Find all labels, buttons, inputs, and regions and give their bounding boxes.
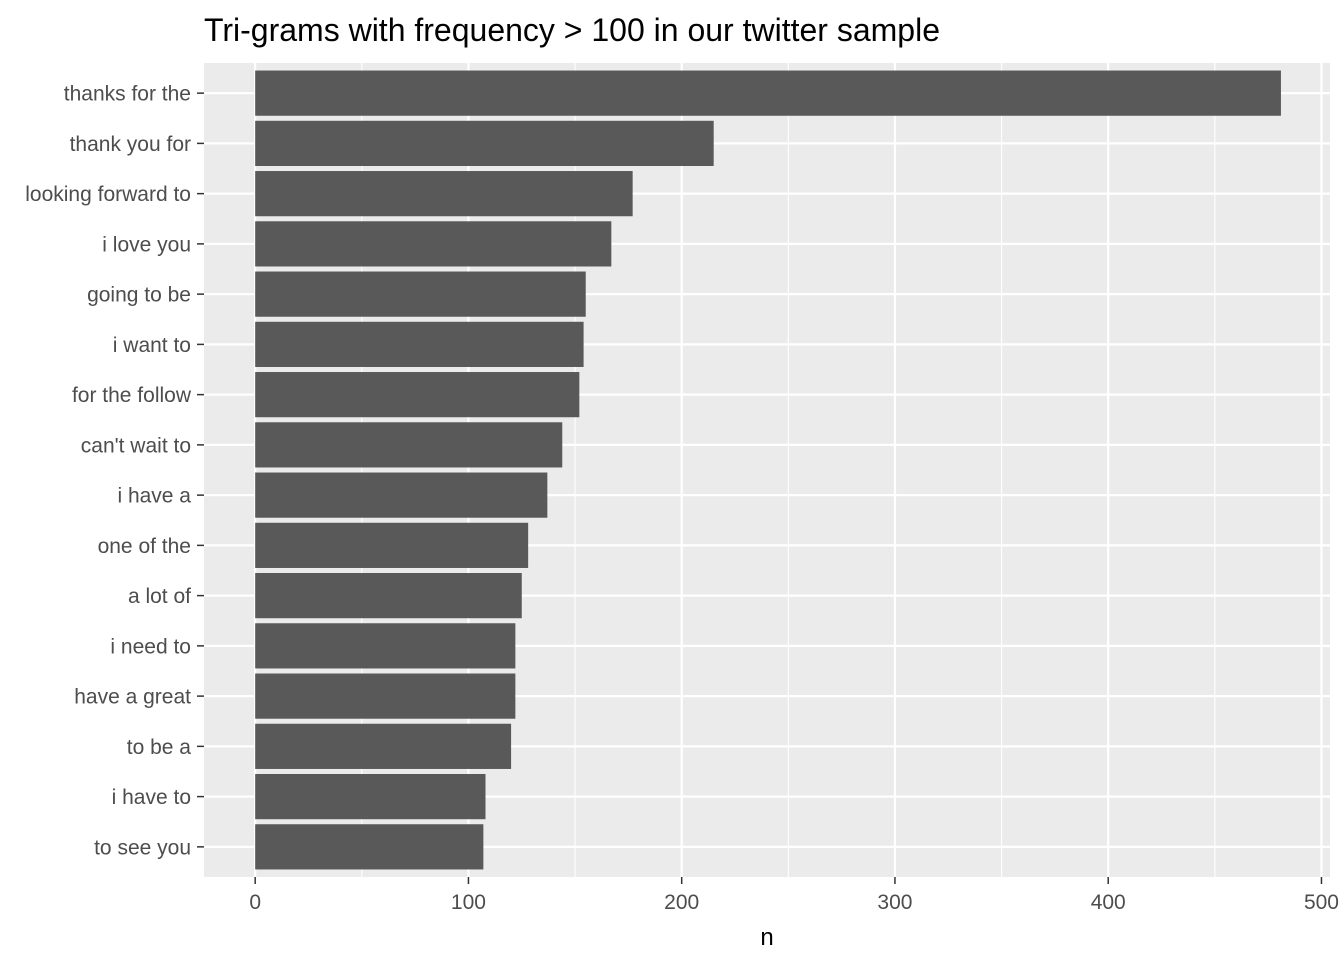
y-axis: thanks for the thank you for looking forwa…: [25, 83, 204, 859]
y-tick-label: can't wait to: [81, 434, 191, 457]
bar-a-lot-of: [255, 573, 522, 619]
y-tick-label: i need to: [110, 635, 191, 658]
y-tick-label: i love you: [102, 233, 191, 256]
x-tick-label: 500: [1304, 891, 1339, 914]
x-tick-label: 200: [664, 891, 699, 914]
y-tick-label: looking forward to: [25, 183, 191, 206]
x-tick-label: 100: [451, 891, 486, 914]
x-tick-label: 400: [1091, 891, 1126, 914]
chart-title: Tri-grams with frequency > 100 in our tw…: [204, 12, 940, 48]
x-tick-label: 300: [877, 891, 912, 914]
bar-going-to-be: [255, 271, 586, 317]
bar-thanks-for-the: [255, 70, 1281, 116]
y-tick-label: thanks for the: [64, 83, 191, 106]
bar-i-have-a: [255, 472, 548, 518]
bar-to-see-you: [255, 824, 484, 870]
major-gridlines: [204, 63, 1330, 877]
y-tick-label: to see you: [94, 836, 191, 859]
y-tick-label: thank you for: [70, 133, 191, 156]
x-tick-label: 0: [249, 891, 261, 914]
bar-i-have-to: [255, 773, 486, 820]
bar-to-be-a: [255, 723, 512, 769]
bar-i-love-you: [255, 221, 612, 267]
bar-looking-forward-to: [255, 171, 633, 217]
bar-i-want-to: [255, 321, 584, 367]
bar-thank-you-for: [255, 120, 714, 167]
y-tick-label: i have a: [117, 485, 191, 508]
y-tick-label: a lot of: [128, 585, 191, 608]
y-tick-label: one of the: [98, 535, 191, 558]
x-axis-title: n: [760, 924, 773, 951]
bar-for-the-follow: [255, 372, 580, 418]
bar-one-of-the: [255, 522, 529, 568]
bar-have-a-great: [255, 673, 516, 719]
x-axis: 0 100 200 300 400 500: [249, 877, 1339, 914]
bar-i-need-to: [255, 623, 516, 669]
y-tick-label: i want to: [113, 334, 191, 357]
y-tick-label: i have to: [112, 786, 191, 809]
y-tick-label: to be a: [127, 736, 192, 759]
bar-can-t-wait-to: [255, 422, 563, 468]
bars: [255, 70, 1281, 870]
y-tick-label: for the follow: [72, 384, 192, 407]
y-tick-label: going to be: [87, 284, 191, 307]
y-tick-label: have a great: [74, 686, 191, 709]
